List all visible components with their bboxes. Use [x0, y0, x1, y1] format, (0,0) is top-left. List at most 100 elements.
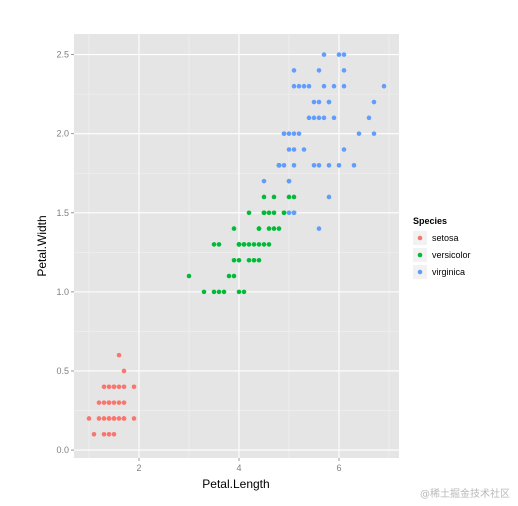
y-tick-label: 2.0 — [56, 129, 69, 139]
data-point-versicolor — [281, 210, 287, 216]
y-tick-label: 2.5 — [56, 50, 69, 60]
data-point-versicolor — [226, 273, 232, 279]
data-point-virginica — [331, 83, 337, 89]
minor-gridlines — [74, 34, 399, 458]
data-point-virginica — [336, 163, 342, 168]
data-point-setosa — [101, 431, 107, 437]
data-point-virginica — [316, 226, 322, 231]
major-gridlines — [74, 34, 399, 458]
data-point-virginica — [331, 115, 337, 121]
data-point-versicolor — [246, 210, 252, 216]
data-point-virginica — [281, 163, 287, 168]
data-point-virginica — [371, 99, 377, 105]
data-point-versicolor — [266, 226, 272, 231]
data-point-setosa — [116, 352, 122, 358]
y-tick-label: 0.0 — [56, 445, 69, 455]
data-point-virginica — [316, 99, 322, 105]
data-point-versicolor — [261, 242, 267, 247]
data-point-setosa — [111, 431, 117, 437]
data-point-setosa — [96, 400, 102, 405]
data-point-versicolor — [241, 289, 247, 295]
data-point-setosa — [101, 416, 107, 421]
data-point-virginica — [341, 83, 347, 89]
legend-marker-versicolor — [417, 252, 423, 258]
watermark-text: @稀土掘金技术社区 — [420, 489, 510, 500]
data-point-virginica — [301, 147, 307, 152]
data-point-versicolor — [201, 289, 207, 295]
data-point-virginica — [276, 163, 282, 168]
data-point-versicolor — [211, 289, 217, 295]
data-point-versicolor — [236, 289, 242, 295]
data-point-versicolor — [276, 226, 282, 231]
data-point-setosa — [101, 400, 107, 405]
plot-panel — [74, 34, 399, 458]
data-point-versicolor — [231, 226, 237, 231]
data-point-versicolor — [291, 194, 297, 200]
data-point-setosa — [106, 400, 112, 405]
data-point-versicolor — [231, 257, 237, 263]
data-point-versicolor — [236, 242, 242, 247]
legend-label-setosa: setosa — [432, 233, 459, 243]
data-point-versicolor — [216, 242, 222, 247]
data-point-virginica — [286, 210, 292, 216]
y-axis-ticks: 0.0 0.5 1.0 1.5 2.0 2.5 — [56, 50, 74, 455]
data-point-versicolor — [256, 242, 262, 247]
data-point-virginica — [371, 131, 377, 136]
data-point-virginica — [286, 131, 292, 136]
legend-label-versicolor: versicolor — [432, 250, 471, 260]
data-point-virginica — [291, 131, 297, 136]
data-point-virginica — [301, 83, 307, 89]
data-point-setosa — [91, 431, 97, 437]
data-point-virginica — [366, 115, 372, 121]
data-point-setosa — [116, 416, 122, 421]
data-point-versicolor — [251, 242, 257, 247]
data-point-virginica — [341, 52, 347, 57]
data-point-virginica — [291, 163, 297, 168]
data-point-virginica — [321, 83, 327, 89]
data-point-virginica — [291, 210, 297, 216]
data-point-versicolor — [261, 210, 267, 216]
data-point-virginica — [296, 83, 302, 89]
legend: Species setosa versicolor virginica — [413, 216, 471, 279]
data-point-virginica — [341, 68, 347, 73]
data-point-setosa — [106, 416, 112, 421]
data-point-versicolor — [211, 242, 217, 247]
data-point-versicolor — [236, 257, 242, 263]
data-point-versicolor — [221, 289, 227, 295]
data-point-versicolor — [266, 242, 272, 247]
data-point-setosa — [86, 416, 92, 421]
data-point-virginica — [311, 99, 317, 105]
data-point-virginica — [321, 115, 327, 121]
data-point-setosa — [101, 384, 107, 390]
data-point-setosa — [121, 400, 127, 405]
data-point-virginica — [306, 115, 312, 121]
data-point-virginica — [381, 83, 387, 89]
y-tick-label: 1.0 — [56, 287, 69, 297]
data-point-setosa — [131, 384, 137, 390]
data-point-versicolor — [241, 242, 247, 247]
data-point-virginica — [291, 147, 297, 152]
x-tick-label: 2 — [136, 463, 141, 473]
data-point-virginica — [341, 147, 347, 152]
data-point-virginica — [306, 83, 312, 89]
data-point-setosa — [111, 400, 117, 405]
data-point-virginica — [326, 99, 332, 105]
data-point-virginica — [316, 115, 322, 121]
data-point-virginica — [286, 178, 292, 184]
data-point-virginica — [351, 163, 357, 168]
data-points — [86, 52, 387, 437]
data-point-virginica — [336, 52, 342, 57]
data-point-versicolor — [271, 210, 277, 216]
data-point-virginica — [311, 163, 317, 168]
data-point-virginica — [321, 52, 327, 57]
data-point-virginica — [316, 68, 322, 73]
data-point-versicolor — [246, 242, 252, 247]
data-point-versicolor — [256, 226, 262, 231]
data-point-setosa — [111, 416, 117, 421]
data-point-versicolor — [251, 257, 257, 263]
data-point-virginica — [291, 68, 297, 73]
data-point-setosa — [106, 431, 112, 437]
data-point-virginica — [296, 131, 302, 136]
data-point-setosa — [131, 416, 137, 421]
